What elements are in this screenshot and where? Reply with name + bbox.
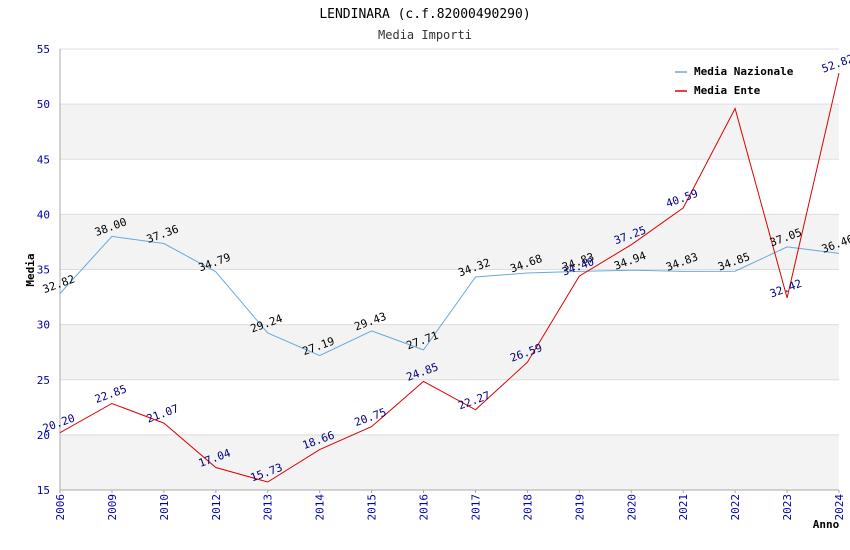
band-30-35 xyxy=(60,269,839,325)
x-tick-2023: 2023 xyxy=(781,494,794,521)
legend-box xyxy=(669,60,809,101)
legend: Media Nazionale Media Ente xyxy=(669,60,809,101)
x-tick-2024: 2024 xyxy=(833,494,846,521)
band-20-25 xyxy=(60,379,839,435)
x-tick-2009: 2009 xyxy=(106,494,119,521)
y-tick-50: 50 xyxy=(37,98,50,111)
x-tick-2018: 2018 xyxy=(521,494,534,521)
x-tick-2019: 2019 xyxy=(573,494,586,521)
x-tick-labels: 2006 2009 2010 2012 2013 2014 2015 2016 2017 2018… xyxy=(54,490,846,521)
y-tick-30: 30 xyxy=(37,319,50,332)
x-tick-2006: 2006 xyxy=(54,494,67,521)
band-15-20 xyxy=(60,434,839,490)
x-tick-2020: 2020 xyxy=(625,494,638,521)
y-tick-labels: 15 20 25 30 35 40 45 50 55 xyxy=(37,43,50,497)
y-tick-40: 40 xyxy=(37,208,50,221)
x-tick-2016: 2016 xyxy=(418,494,431,521)
x-tick-2017: 2017 xyxy=(469,494,482,521)
chart-title: LENDINARA (c.f.82000490290) xyxy=(319,7,530,22)
series-line-media-ente xyxy=(59,72,840,483)
y-tick-15: 15 xyxy=(37,484,50,497)
y-tick-25: 25 xyxy=(37,374,50,387)
chart-subtitle: Media Importi xyxy=(378,28,472,42)
band-40-45 xyxy=(60,159,839,215)
x-tick-2022: 2022 xyxy=(729,494,742,521)
axes xyxy=(59,49,839,491)
series-line-media-nazionale xyxy=(59,235,840,357)
band-45-50 xyxy=(60,104,839,160)
band-25-30 xyxy=(60,324,839,380)
y-tick-35: 35 xyxy=(37,264,50,277)
x-tick-2012: 2012 xyxy=(210,494,223,521)
y-tick-45: 45 xyxy=(37,153,50,166)
x-tick-2010: 2010 xyxy=(158,494,171,521)
series-lines xyxy=(59,72,840,483)
x-tick-2015: 2015 xyxy=(366,494,379,521)
y-tick-55: 55 xyxy=(37,43,50,56)
x-tick-2014: 2014 xyxy=(314,494,327,521)
x-tick-2013: 2013 xyxy=(262,494,275,521)
y-axis-label: Media xyxy=(24,253,37,286)
legend-label-media-nazionale: Media Nazionale xyxy=(694,65,794,78)
background-bands xyxy=(60,49,839,490)
x-axis-label: Anno xyxy=(813,518,840,531)
band-35-40 xyxy=(60,214,839,270)
legend-label-media-ente: Media Ente xyxy=(694,84,761,97)
y-tick-20: 20 xyxy=(37,429,50,442)
x-tick-2021: 2021 xyxy=(677,494,690,521)
